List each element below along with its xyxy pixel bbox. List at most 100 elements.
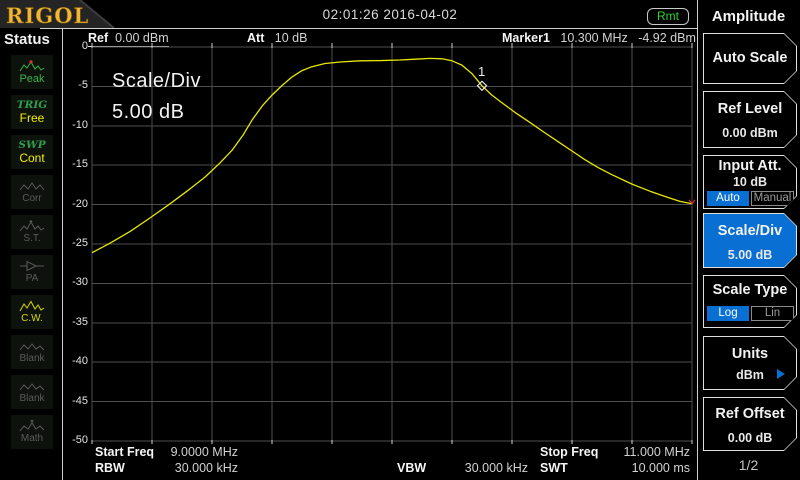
marker-number-label: 1 (478, 64, 485, 79)
units-button[interactable]: Units dBm (703, 336, 797, 390)
input-att-button[interactable]: Input Att. 10 dB Auto Manual (703, 155, 797, 209)
status-item-label: C.W. (21, 313, 43, 324)
ref-value: 0.00 dBm (115, 31, 169, 45)
scale-type-button[interactable]: Scale Type Log Lin (703, 275, 797, 328)
status-item-label: Corr (22, 193, 42, 204)
marker-label: Marker1 (502, 31, 550, 45)
stop-freq-label: Stop Freq (540, 445, 598, 459)
vbw-label-text: VBW (397, 461, 427, 475)
status-item-cw: C.W. (11, 295, 53, 329)
y-axis-tick-label: -15 (72, 158, 88, 171)
vbw-value: 30.000 kHz (464, 461, 528, 475)
remote-mode-badge: Rmt (647, 8, 689, 25)
units-value: dBm (736, 368, 764, 382)
input-att-manual-toggle: Manual (751, 191, 794, 206)
division-tick-marks (91, 43, 693, 444)
swt-label: SWT (540, 461, 568, 475)
input-att-value: 10 dB (732, 175, 768, 189)
waveform-peak-icon (19, 59, 45, 71)
status-item-blank1: Blank (11, 335, 53, 369)
status-item-label: Blank (19, 353, 45, 364)
start-freq-label: Start Freq (95, 445, 154, 459)
ref-level-label: Ref Level (717, 101, 783, 117)
y-axis-tick-label: -5 (78, 79, 88, 92)
scale-div-overlay-line1: Scale/Div (112, 70, 201, 92)
stop-freq-label-text: Stop Freq (540, 445, 599, 459)
waveform-math-icon (19, 420, 45, 432)
ref-offset-button[interactable]: Ref Offset 0.00 dB (703, 397, 797, 451)
start-freq-label-text: Start Freq (95, 445, 155, 459)
input-att-auto-toggle: Auto (707, 191, 749, 206)
waveform-blank-icon (19, 343, 45, 351)
status-item-trig: TRIG Free (11, 95, 53, 129)
scale-type-lin-toggle: Lin (751, 306, 794, 321)
status-item-pa: PA (11, 255, 53, 289)
marker-ampl: -4.92 dBm (638, 31, 696, 45)
marker-freq: 10.300 MHz (560, 31, 628, 45)
menu-divider-line (697, 0, 698, 480)
y-axis-tick-label: -25 (72, 237, 88, 249)
y-axis-tick-label: -30 (72, 276, 88, 289)
status-item-peak: Peak (11, 55, 53, 89)
y-axis-tick-label: -40 (72, 355, 88, 368)
marker-readout: Marker1 10.300 MHz -4.92 dBm (502, 31, 696, 45)
ref-level-readout: Ref 0.00 dBm (88, 31, 169, 47)
top-divider-line (40, 28, 697, 29)
status-item-label: Cont (19, 150, 45, 165)
status-item-blank2: Blank (11, 375, 53, 409)
waveform-cw-icon (19, 300, 45, 312)
spectrum-trace (91, 57, 693, 254)
status-item-label: Peak (19, 72, 45, 85)
status-item-swp: SWP Cont (11, 135, 53, 169)
waveform-corr-icon (19, 182, 45, 191)
status-item-label: PA (25, 273, 39, 284)
status-item-label: Blank (19, 393, 45, 404)
ref-level-value: 0.00 dBm (722, 126, 778, 140)
scale-div-label: Scale/Div (717, 223, 783, 239)
y-axis-tick-label: -50 (72, 434, 88, 446)
attenuation-readout: Att 10 dB (247, 31, 307, 45)
rbw-value: 30.000 kHz (174, 461, 238, 475)
rigol-logo: RIGOL (0, 0, 115, 28)
status-swp-mode: SWP (18, 139, 46, 152)
scale-div-overlay: Scale/Div 5.00 dB (112, 66, 201, 128)
status-trig-mode: TRIG (16, 99, 48, 112)
ref-offset-value: 0.00 dB (727, 431, 773, 445)
rbw-label-text: RBW (95, 461, 125, 475)
swt-label-text: SWT (540, 461, 568, 475)
logo-wedge (0, 0, 114, 28)
scale-div-overlay-line2: 5.00 dB (112, 101, 185, 123)
datetime-display: 02:01:26 2016-04-02 (322, 7, 458, 22)
auto-scale-label: Auto Scale (712, 50, 788, 66)
y-axis-tick-label: -45 (72, 394, 88, 407)
status-divider-line (62, 28, 63, 480)
input-att-label: Input Att. (718, 158, 782, 174)
status-item-corr: Corr (11, 175, 53, 209)
auto-scale-button[interactable]: Auto Scale (703, 33, 797, 84)
scale-div-button[interactable]: Scale/Div 5.00 dB (703, 213, 797, 268)
rbw-label: RBW (95, 461, 125, 475)
status-item-label: S.T. (23, 233, 41, 244)
stop-freq-value: 11.000 MHz (623, 445, 690, 459)
y-axis-tick-label: -10 (72, 118, 88, 131)
waveform-blank-icon (19, 383, 45, 391)
status-item-label: Math (20, 433, 44, 444)
vbw-label: VBW (397, 461, 426, 475)
status-item-math: Math (11, 415, 53, 449)
marker-diamond (476, 80, 488, 92)
sweep-position-indicator (688, 199, 696, 205)
status-item-label: Free (19, 110, 45, 125)
status-panel-title: Status (4, 31, 50, 48)
waveform-st-icon (19, 220, 45, 232)
scale-type-log-toggle: Log (707, 306, 749, 321)
submenu-arrow-icon (777, 369, 785, 379)
menu-page-indicator: 1/2 (738, 457, 759, 473)
scale-div-value: 5.00 dB (727, 248, 773, 262)
y-axis-tick-label: -20 (72, 197, 88, 210)
ref-level-button[interactable]: Ref Level 0.00 dBm (703, 91, 797, 148)
swt-value: 10.000 ms (631, 461, 690, 475)
att-value: 10 dB (274, 31, 308, 45)
grid-lines (91, 46, 693, 442)
units-label: Units (731, 346, 769, 362)
